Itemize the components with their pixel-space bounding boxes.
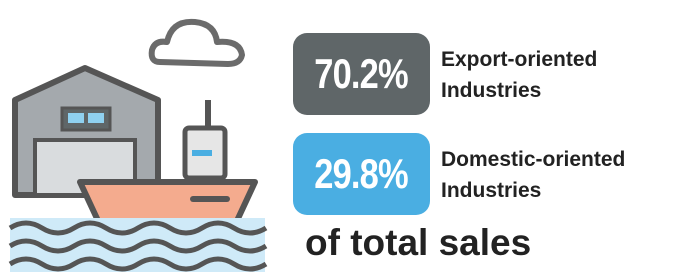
value-label: 70.2% xyxy=(315,50,409,98)
cabin-window xyxy=(192,150,212,156)
page: 70.2% Export-oriented Industries 29.8% D… xyxy=(0,0,675,272)
window-pane xyxy=(68,113,84,123)
category-label: Domestic-oriented Industries xyxy=(441,144,646,206)
window-pane xyxy=(88,113,104,123)
hull-stripe xyxy=(190,196,230,202)
category-label: Export-oriented Industries xyxy=(441,44,646,106)
value-badge: 70.2% xyxy=(293,33,430,115)
port-illustration xyxy=(0,0,270,272)
footer: of total sales xyxy=(305,222,531,264)
value-label: 29.8% xyxy=(315,150,409,198)
value-badge: 29.8% xyxy=(293,133,430,215)
cloud xyxy=(152,22,242,64)
